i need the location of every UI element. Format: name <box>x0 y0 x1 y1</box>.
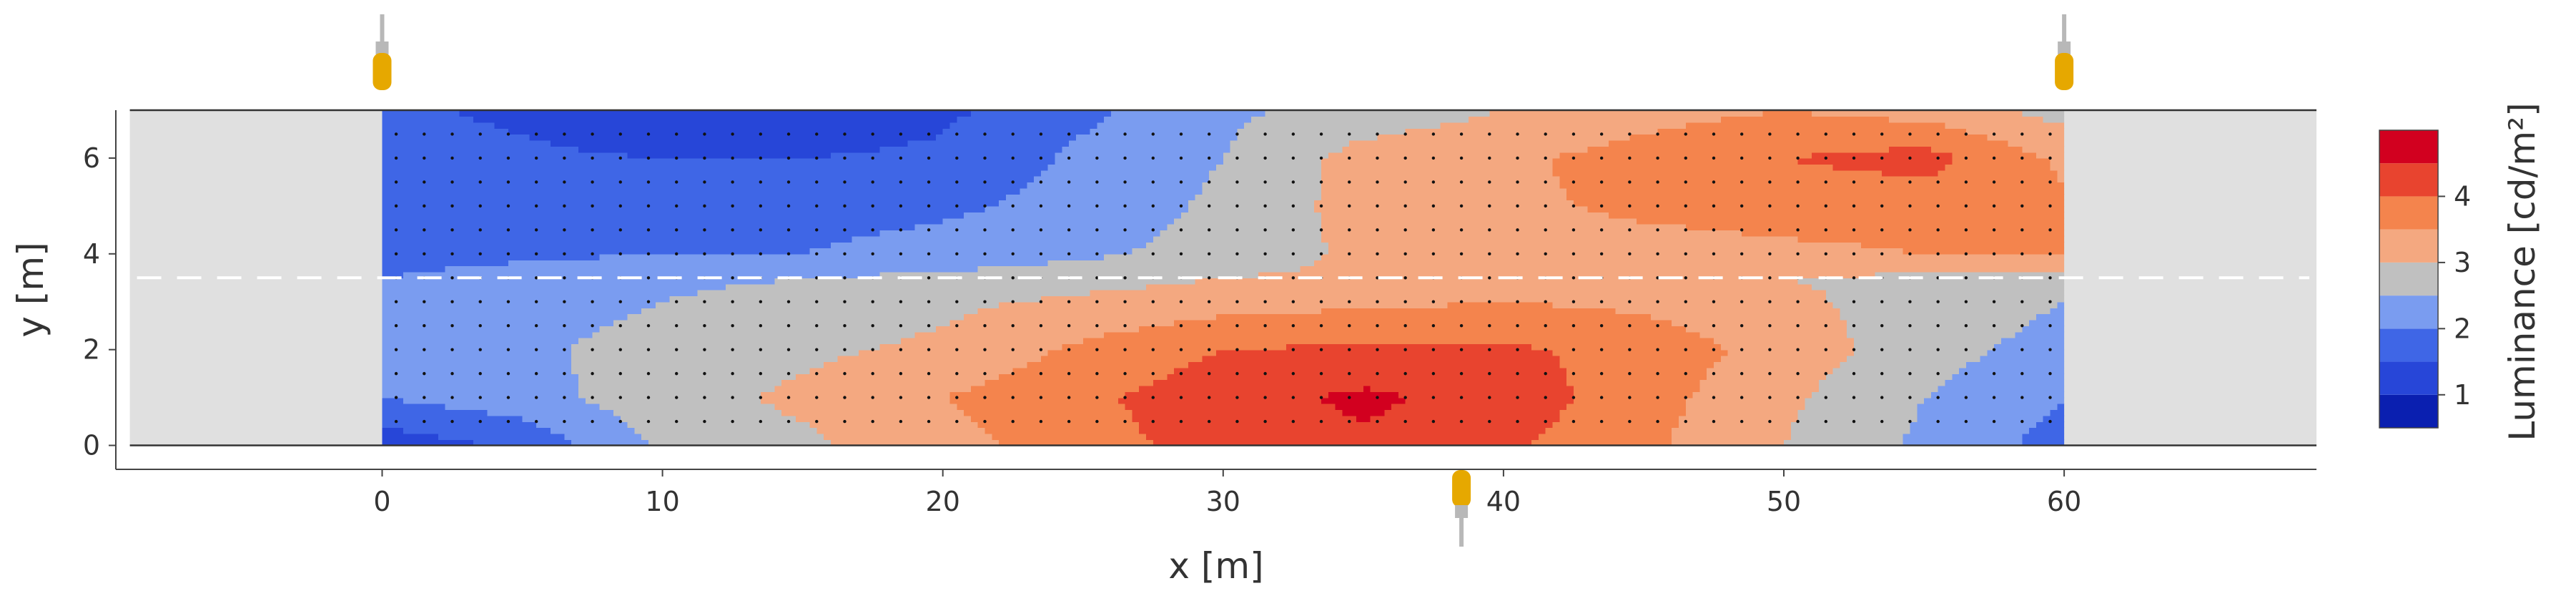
y-tick-label: 4 <box>83 238 100 270</box>
luminaire-icon <box>2055 14 2074 90</box>
luminaire-head <box>1452 470 1471 507</box>
luminaires <box>372 14 2074 547</box>
y-axis-title: y [m] <box>10 242 51 337</box>
y-tick-label: 2 <box>83 334 100 366</box>
luminaire-head <box>2055 53 2074 90</box>
colorbar-band <box>2379 295 2438 329</box>
colorbar: 1 2 3 4 <box>2379 130 2471 429</box>
colorbar-tick-label: 2 <box>2454 313 2471 344</box>
x-tick-label: 50 <box>1767 486 1801 517</box>
luminaire-arm <box>1455 505 1469 518</box>
luminaire-arm <box>375 41 389 54</box>
colorbar-band <box>2379 328 2438 362</box>
overlay-layer <box>129 109 2316 446</box>
luminaire-arm <box>2058 41 2071 54</box>
x-tick-label: 60 <box>2047 486 2081 517</box>
colorbar-band <box>2379 130 2438 164</box>
colorbar-title: Luminance [cd/m²] <box>2502 102 2543 441</box>
luminaire-icon <box>372 14 392 90</box>
contour-layer <box>382 110 2065 446</box>
colorbar-tick-label: 1 <box>2454 379 2471 411</box>
colorbar-band <box>2379 229 2438 263</box>
colorbar-band <box>2379 394 2438 428</box>
colorbar-tick-label: 4 <box>2454 180 2471 212</box>
colorbar-band <box>2379 196 2438 230</box>
y-tick-label: 0 <box>83 430 100 461</box>
colorbar-band <box>2379 163 2438 197</box>
y-tick-label: 6 <box>83 142 100 174</box>
colorbar-band <box>2379 361 2438 395</box>
x-tick-label: 40 <box>1486 486 1521 517</box>
x-tick-label: 10 <box>645 486 679 517</box>
x-tick-label: 30 <box>1206 486 1240 517</box>
axes-layer: 0 10 20 30 40 50 60 0 2 4 6 <box>83 110 2316 517</box>
luminaire-icon <box>1452 470 1471 547</box>
colorbar-band <box>2379 262 2438 296</box>
colorbar-tick-label: 3 <box>2454 247 2471 278</box>
luminaire-head <box>372 53 392 90</box>
x-tick-label: 0 <box>373 486 390 517</box>
x-tick-label: 20 <box>926 486 960 517</box>
colorbar-frame <box>2379 130 2439 429</box>
x-axis-title: x [m] <box>1168 545 1263 587</box>
